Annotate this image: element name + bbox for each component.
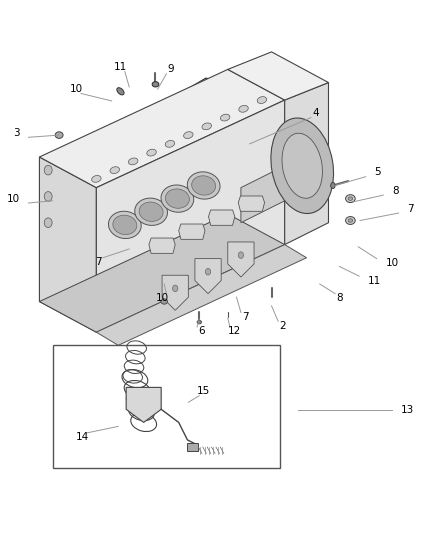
Polygon shape [39,157,96,332]
Ellipse shape [110,167,120,174]
Bar [53,345,280,468]
Polygon shape [175,100,315,258]
Text: 10: 10 [7,193,20,204]
Polygon shape [228,52,328,100]
Polygon shape [162,275,188,310]
Ellipse shape [282,133,322,198]
Text: 10: 10 [385,258,399,268]
Ellipse shape [220,114,230,121]
Ellipse shape [239,106,248,112]
Text: 6: 6 [198,326,205,336]
Ellipse shape [346,216,355,224]
Polygon shape [228,242,254,277]
Ellipse shape [44,165,52,175]
Text: 5: 5 [374,167,381,177]
Polygon shape [57,78,315,192]
Ellipse shape [128,158,138,165]
Polygon shape [195,259,221,294]
Ellipse shape [238,252,244,259]
Text: 7: 7 [95,257,102,267]
Ellipse shape [44,191,52,201]
Ellipse shape [55,132,63,139]
Ellipse shape [202,123,212,130]
Text: 11: 11 [114,62,127,72]
Ellipse shape [348,197,353,200]
Text: 14: 14 [76,432,89,442]
Ellipse shape [257,96,267,103]
Ellipse shape [348,219,353,222]
Text: 15: 15 [197,386,210,397]
Ellipse shape [346,195,355,203]
Text: 8: 8 [336,293,343,303]
Ellipse shape [147,149,156,156]
Ellipse shape [166,189,189,208]
Polygon shape [241,144,328,223]
Polygon shape [96,245,307,345]
Polygon shape [149,238,175,253]
Polygon shape [238,196,265,211]
Ellipse shape [161,299,167,304]
Text: 3: 3 [13,128,20,138]
Ellipse shape [152,82,159,87]
Text: 9: 9 [167,64,174,75]
Polygon shape [179,224,205,239]
Bar [187,443,198,451]
Ellipse shape [271,118,334,214]
Ellipse shape [187,172,220,199]
Ellipse shape [197,320,201,324]
Ellipse shape [109,211,141,239]
Polygon shape [96,100,285,332]
Text: 10: 10 [155,294,169,303]
Ellipse shape [113,215,137,235]
Ellipse shape [184,132,193,139]
Ellipse shape [331,182,335,189]
Polygon shape [126,387,161,423]
Ellipse shape [205,269,211,275]
Text: 2: 2 [279,321,286,330]
Polygon shape [39,69,285,188]
Ellipse shape [92,175,101,182]
Ellipse shape [161,185,194,212]
Text: 8: 8 [392,185,399,196]
Polygon shape [57,166,175,258]
Ellipse shape [173,285,178,292]
Polygon shape [208,210,235,225]
Text: 12: 12 [228,326,241,336]
Text: 13: 13 [401,405,414,415]
Ellipse shape [139,202,163,221]
Polygon shape [285,83,328,245]
Ellipse shape [192,176,215,195]
Text: 7: 7 [242,312,249,322]
Ellipse shape [117,88,124,95]
Ellipse shape [44,218,52,228]
Polygon shape [39,214,285,332]
Text: 4: 4 [312,108,319,118]
Ellipse shape [135,198,167,225]
Text: 7: 7 [407,204,414,214]
Text: 10: 10 [70,84,83,94]
Text: 11: 11 [368,276,381,286]
Ellipse shape [165,141,175,147]
